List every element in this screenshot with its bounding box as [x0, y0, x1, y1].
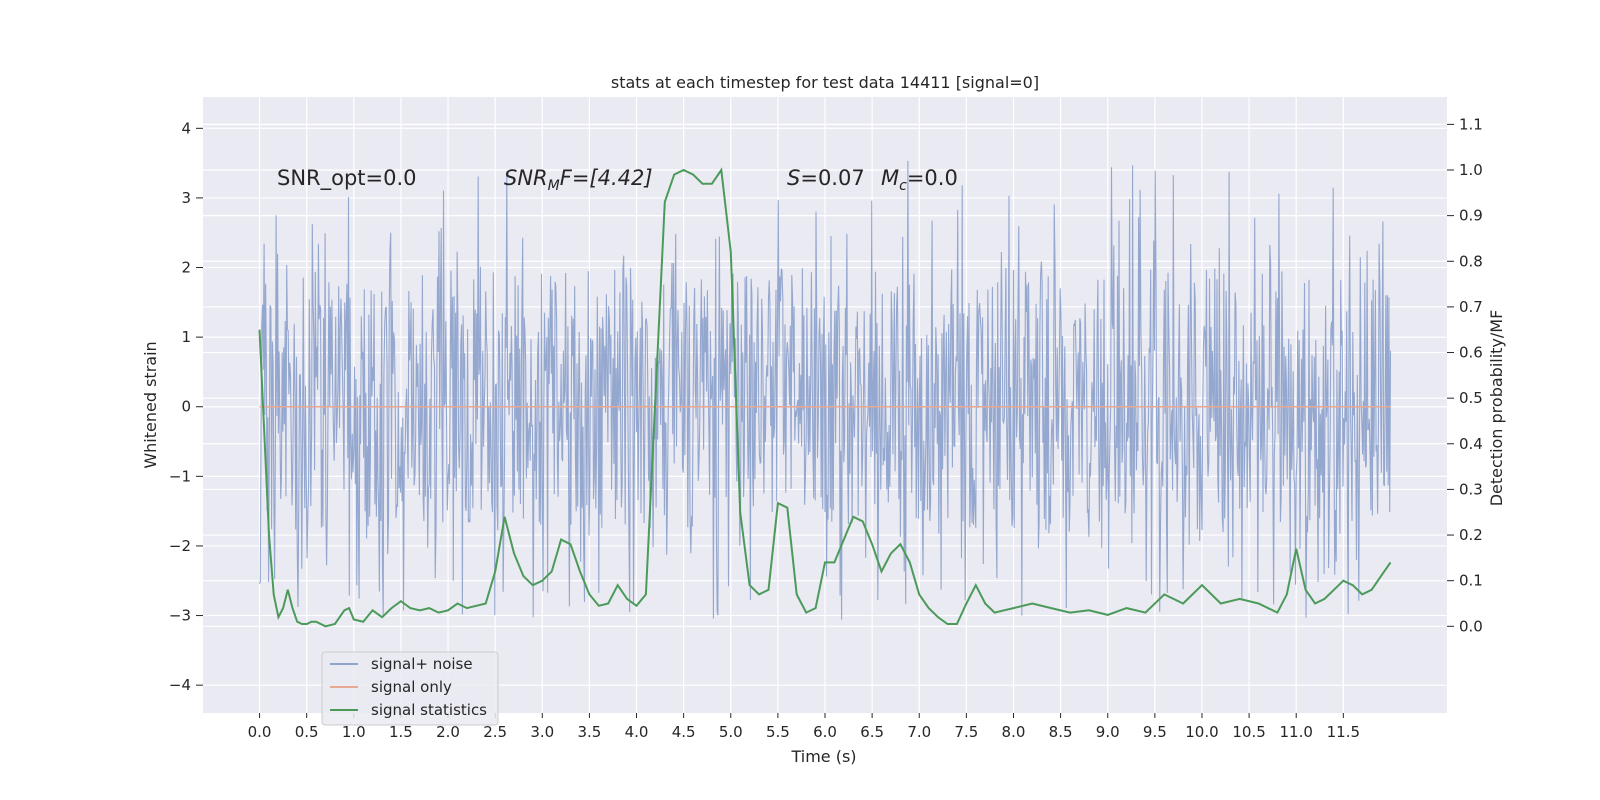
- x-tick-label: 11.0: [1280, 723, 1313, 741]
- x-tick-label: 8.0: [1002, 723, 1026, 741]
- left-y-tick-label: 3: [181, 189, 191, 207]
- legend-box: [321, 651, 499, 726]
- x-tick-label: 1.5: [389, 723, 413, 741]
- right-y-tick-label: 1.1: [1459, 115, 1483, 133]
- right-y-tick-label: 0.0: [1459, 617, 1483, 635]
- snr-mf-subscript: M: [548, 178, 560, 194]
- s-annotation: S=0.07: [787, 166, 865, 190]
- right-y-tick-label: 0.9: [1459, 207, 1483, 225]
- mc-annotation: Mc=0.0: [881, 166, 958, 194]
- x-tick-label: 6.5: [860, 723, 884, 741]
- x-tick-label: 7.5: [954, 723, 978, 741]
- left-y-tick-label: −3: [169, 607, 191, 625]
- x-tick-label: 9.5: [1143, 723, 1167, 741]
- left-y-axis-label: Whitened strain: [141, 341, 160, 468]
- left-y-tick-label: 4: [181, 119, 191, 137]
- right-y-tick-label: 0.1: [1459, 572, 1483, 590]
- mc-subscript: c: [899, 178, 907, 194]
- x-tick-label: 11.5: [1327, 723, 1360, 741]
- right-y-tick-label: 0.2: [1459, 526, 1483, 544]
- left-y-tick-label: 1: [181, 328, 191, 346]
- left-y-tick-label: 0: [181, 398, 191, 416]
- statistics-series: [258, 167, 1392, 628]
- x-tick-label: 0.0: [248, 723, 272, 741]
- right-y-tick-label: 1.0: [1459, 161, 1483, 179]
- x-tick-label: 4.0: [625, 723, 649, 741]
- x-tick-label: 5.0: [719, 723, 743, 741]
- strain-line: [258, 160, 1392, 620]
- right-y-tick-label: 0.8: [1459, 252, 1483, 270]
- right-y-tick-label: 0.6: [1459, 344, 1483, 362]
- right-y-tick-label: 0.5: [1459, 389, 1483, 407]
- legend-label-signal-statistics: signal statistics: [371, 701, 487, 719]
- legend-label-signal-noise: signal+ noise: [371, 655, 473, 673]
- snr-mf-main: SNR: [504, 166, 548, 190]
- x-tick-label: 6.0: [813, 723, 837, 741]
- snr-mf-rest: F=[4.42]: [560, 166, 653, 190]
- x-tick-label: 4.5: [672, 723, 696, 741]
- left-y-tick-label: −2: [169, 537, 191, 555]
- legend: signal+ noise signal only signal statist…: [321, 651, 499, 726]
- s-rest: =0.07: [800, 166, 864, 190]
- x-tick-label: 8.5: [1049, 723, 1073, 741]
- right-y-tick-label: 0.7: [1459, 298, 1483, 316]
- x-tick-label: 9.0: [1096, 723, 1120, 741]
- right-y-tick-label: 0.4: [1459, 435, 1483, 453]
- mc-main: M: [881, 166, 899, 190]
- s-main: S: [787, 166, 800, 190]
- x-tick-label: 0.5: [295, 723, 319, 741]
- x-tick-label: 10.0: [1185, 723, 1218, 741]
- x-tick-label: 3.0: [530, 723, 554, 741]
- right-y-axis-label: Detection probability/MF: [1487, 310, 1506, 507]
- chart-title: stats at each timestep for test data 144…: [611, 73, 1039, 92]
- legend-label-signal-only: signal only: [371, 678, 452, 696]
- x-tick-label: 1.0: [342, 723, 366, 741]
- mc-rest: =0.0: [907, 166, 958, 190]
- left-y-tick-label: −1: [169, 467, 191, 485]
- strain-series: [258, 160, 1392, 620]
- x-tick-label: 3.5: [577, 723, 601, 741]
- right-y-tick-label: 0.3: [1459, 480, 1483, 498]
- x-tick-label: 2.5: [483, 723, 507, 741]
- snr-opt-annotation: SNR_opt=0.0: [277, 166, 417, 191]
- x-tick-label: 5.5: [766, 723, 790, 741]
- x-tick-labels: 0.0 0.5 1.0 1.5 2.0 2.5 3.0 3.5 4.0 4.5 5.0 5.5 6.0 6…: [248, 713, 1360, 741]
- statistics-line: [258, 167, 1392, 628]
- snr-mf-annotation: SNRMF=[4.42]: [504, 166, 653, 194]
- right-y-tick-labels: 1.1 1.0 0.9 0.8 0.7 0.6 0.5 0.4 0.3 0.2 0.1 0.0: [1447, 115, 1483, 635]
- x-tick-label: 7.0: [907, 723, 931, 741]
- left-y-tick-label: 2: [181, 259, 191, 277]
- x-tick-label: 2.0: [436, 723, 460, 741]
- x-axis-label: Time (s): [790, 747, 856, 766]
- left-y-tick-labels: 4 3 2 1 0 −1 −2 −3 −4: [169, 119, 203, 694]
- left-y-tick-label: −4: [169, 676, 191, 694]
- x-tick-label: 10.5: [1232, 723, 1265, 741]
